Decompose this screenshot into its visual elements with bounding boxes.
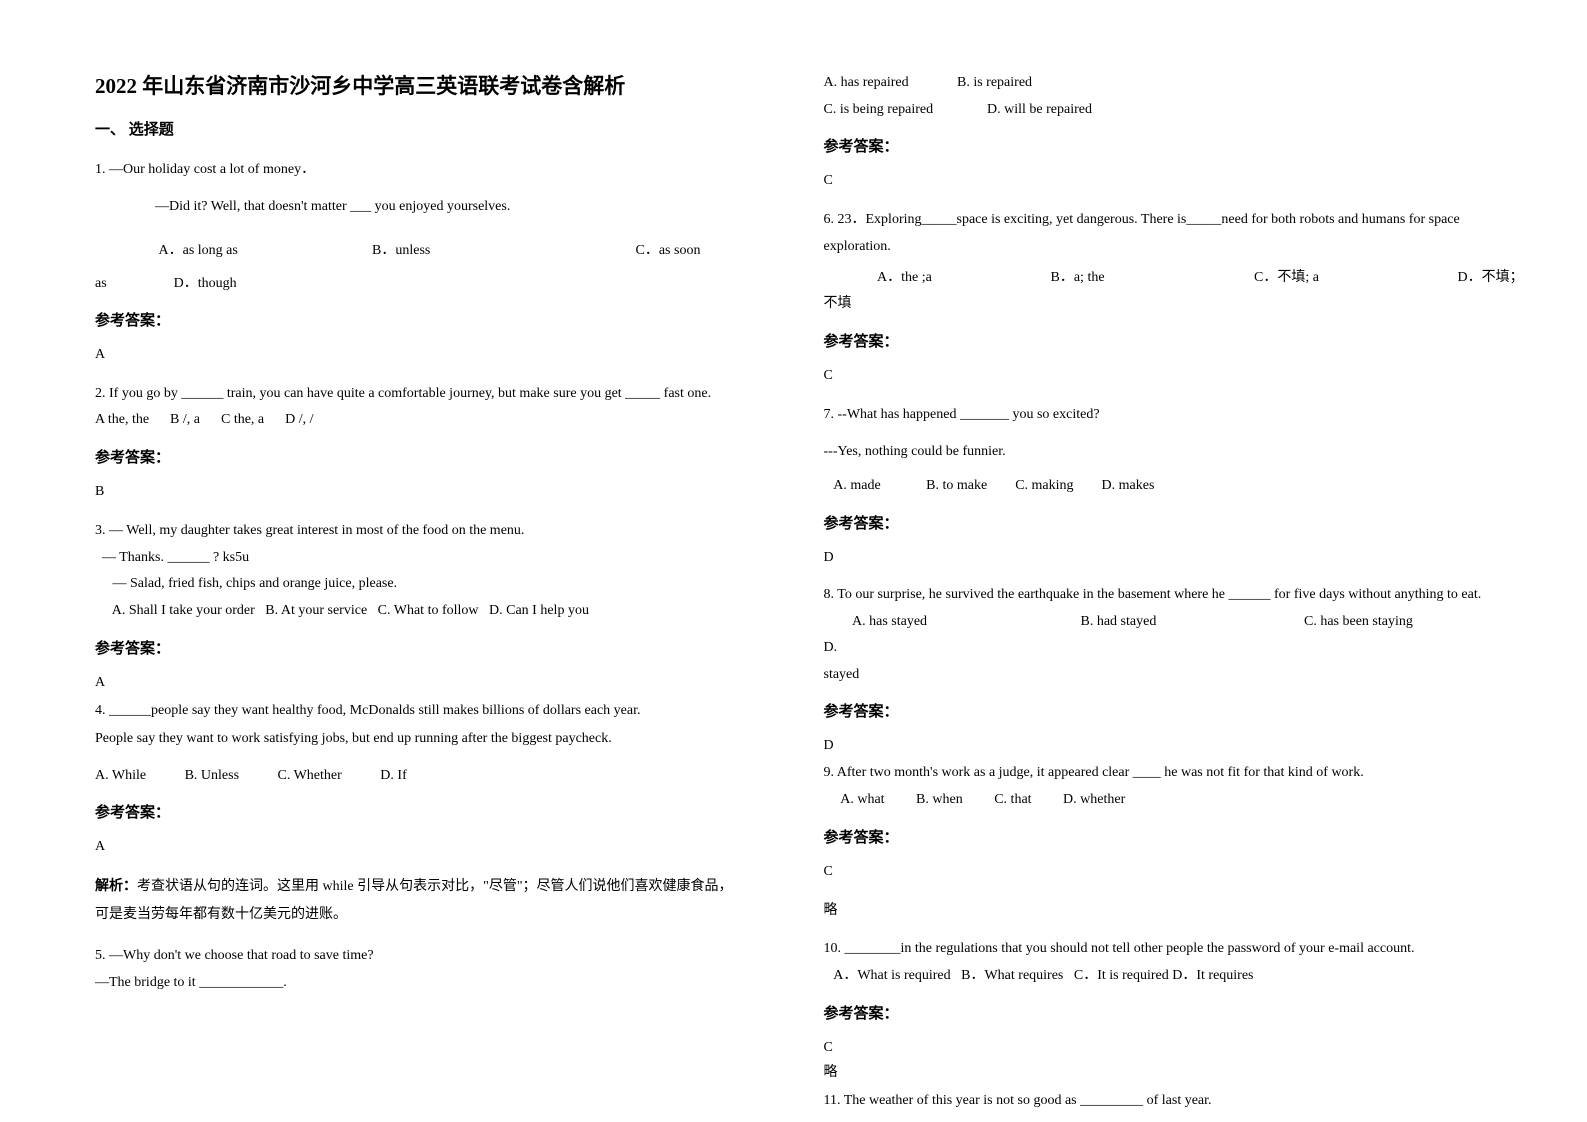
q10-answer-label: 参考答案： [824, 1002, 1528, 1023]
q8-optB: B. had stayed [1081, 609, 1301, 636]
q6-opts: A．the ;a B．a; the C．不填; a D．不填；不填 [824, 265, 1528, 318]
q9-text: 9. After two month's work as a judge, it… [824, 760, 1528, 787]
q3-line3: — Salad, fried fish, chips and orange ju… [95, 571, 744, 598]
q6-optC: C．不填; a [1254, 265, 1454, 292]
q5-opts-row2: C. is being repaired D. will be repaired [824, 97, 1528, 124]
q2-opts: A the, the B /, a C the, a D /, / [95, 407, 744, 434]
q5-optA: A. has repaired [824, 70, 954, 97]
q10-opts: A．What is required B．What requires C．It … [824, 963, 1528, 990]
q8-optC: C. has been staying [1304, 609, 1524, 636]
exam-title: 2022 年山东省济南市沙河乡中学高三英语联考试卷含解析 [95, 70, 744, 100]
q10-text: 10. ________in the regulations that you … [824, 936, 1528, 963]
q6-answer: C [824, 363, 1528, 388]
q8-answer: D [824, 733, 1528, 758]
q4-explanation-label: 解析： [95, 879, 137, 894]
q5-optD: D. will be repaired [987, 102, 1092, 117]
q3-answer: A [95, 670, 744, 695]
q3-opts: A. Shall I take your order B. At your se… [95, 598, 744, 625]
q1-optB: B．unless [372, 238, 632, 263]
q5-optB: B. is repaired [957, 75, 1032, 90]
q4-explanation-text: 考查状语从句的连词。这里用 while 引导从句表示对比，"尽管"；尽管人们说他… [95, 879, 733, 922]
q5-line2: —The bridge to it ____________. [95, 970, 744, 997]
question-2: 2. If you go by ______ train, you can ha… [95, 381, 744, 504]
q8-optD: D. [824, 640, 838, 655]
right-column: A. has repaired B. is repaired C. is bei… [794, 0, 1587, 1122]
q8-opts: A. has stayed B. had stayed C. has been … [824, 609, 1528, 662]
q9-omit: 略 [824, 898, 1528, 925]
question-7: 7. --What has happened _______ you so ex… [824, 402, 1528, 570]
q4-line2: People say they want to work satisfying … [95, 725, 744, 753]
question-9: 9. After two month's work as a judge, it… [824, 760, 1528, 924]
q6-answer-label: 参考答案： [824, 330, 1528, 351]
q8-optA: A. has stayed [852, 609, 1077, 636]
q8-answer-label: 参考答案： [824, 700, 1528, 721]
q7-line1: 7. --What has happened _______ you so ex… [824, 402, 1528, 429]
question-5-part1: 5. —Why don't we choose that road to sav… [95, 943, 744, 996]
q2-text: 2. If you go by ______ train, you can ha… [95, 381, 744, 408]
q5-answer: C [824, 168, 1528, 193]
question-8: 8. To our surprise, he survived the eart… [824, 582, 1528, 759]
q1-options: A．as long as B．unless C．as soon [95, 238, 744, 263]
q1-options2: as D．though [95, 271, 744, 296]
q11-text: 11. The weather of this year is not so g… [824, 1088, 1528, 1115]
q6-optA: A．the ;a [877, 265, 1047, 292]
q4-answer-label: 参考答案： [95, 801, 744, 822]
q3-line2: — Thanks. ______ ? ks5u [95, 545, 744, 572]
q1-optD: D．though [174, 276, 237, 291]
q9-answer-label: 参考答案： [824, 826, 1528, 847]
q3-line1: 3. — Well, my daughter takes great inter… [95, 518, 744, 545]
q4-answer: A [95, 834, 744, 859]
question-1: 1. —Our holiday cost a lot of money． —Di… [95, 157, 744, 367]
q5-optC: C. is being repaired [824, 97, 984, 124]
q2-answer: B [95, 479, 744, 504]
question-10: 10. ________in the regulations that you … [824, 936, 1528, 1086]
q1-answer-label: 参考答案： [95, 309, 744, 330]
q7-opts: A. made B. to make C. making D. makes [824, 473, 1528, 500]
q9-answer: C [824, 859, 1528, 884]
q9-opts: A. what B. when C. that D. whether [824, 787, 1528, 814]
q2-answer-label: 参考答案： [95, 446, 744, 467]
question-11: 11. The weather of this year is not so g… [824, 1088, 1528, 1115]
q1-line1: 1. —Our holiday cost a lot of money． [95, 157, 744, 184]
left-column: 2022 年山东省济南市沙河乡中学高三英语联考试卷含解析 一、 选择题 1. —… [0, 0, 794, 1122]
q1-line2: —Did it? Well, that doesn't matter ___ y… [95, 194, 744, 221]
q10-omit: 略 [824, 1060, 1528, 1087]
q1-optA: A．as long as [159, 238, 369, 263]
q7-answer-label: 参考答案： [824, 512, 1528, 533]
q4-explanation: 解析：考查状语从句的连词。这里用 while 引导从句表示对比，"尽管"；尽管人… [95, 873, 744, 929]
question-5-part2: A. has repaired B. is repaired C. is bei… [824, 70, 1528, 193]
q6-text: 6. 23．Exploring_____space is exciting, y… [824, 207, 1528, 260]
q1-answer: A [95, 342, 744, 367]
section-header: 一、 选择题 [95, 118, 744, 139]
q5-line1: 5. —Why don't we choose that road to sav… [95, 943, 744, 970]
question-4: 4. ______people say they want healthy fo… [95, 697, 744, 930]
q5-opts-row1: A. has repaired B. is repaired [824, 70, 1528, 97]
q4-opts: A. While B. Unless C. Whether D. If [95, 763, 744, 790]
q8-line2: stayed [824, 662, 1528, 689]
q1-line3: as [95, 276, 107, 291]
q6-optB: B．a; the [1051, 265, 1251, 292]
q8-line1: 8. To our surprise, he survived the eart… [824, 582, 1528, 609]
q1-optC: C．as soon [636, 243, 701, 258]
q7-line2: ---Yes, nothing could be funnier. [824, 439, 1528, 466]
q7-answer: D [824, 545, 1528, 570]
q4-line1: 4. ______people say they want healthy fo… [95, 697, 744, 725]
q3-answer-label: 参考答案： [95, 637, 744, 658]
q10-answer: C [824, 1035, 1528, 1060]
question-3: 3. — Well, my daughter takes great inter… [95, 518, 744, 695]
question-6: 6. 23．Exploring_____space is exciting, y… [824, 207, 1528, 388]
q5-answer-label: 参考答案： [824, 135, 1528, 156]
